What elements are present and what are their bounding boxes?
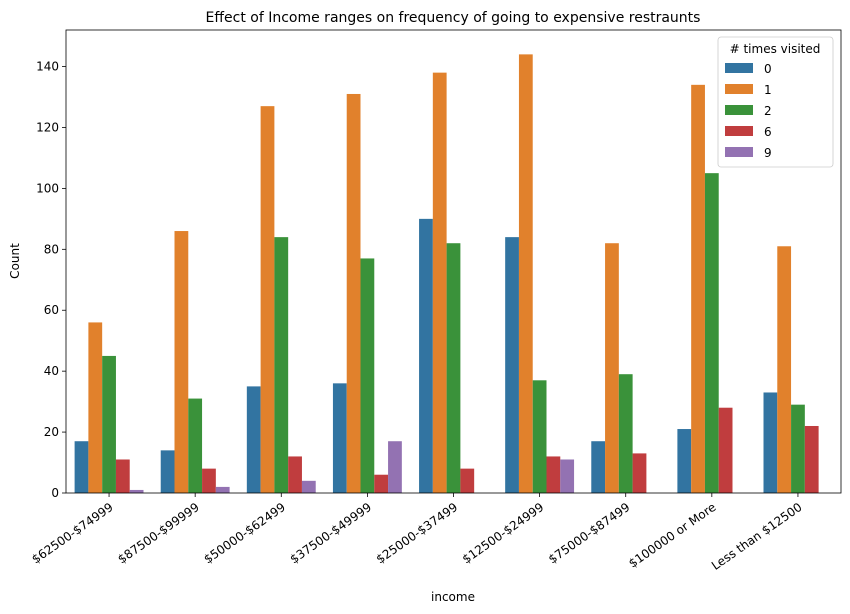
legend-label: 0 xyxy=(764,62,772,76)
y-tick-label: 120 xyxy=(36,120,59,134)
legend-swatch xyxy=(725,63,753,73)
bar-series-6-cat-7 xyxy=(718,407,733,493)
bar-series-0-cat-8 xyxy=(763,392,778,493)
x-tick-label: $100000 or More xyxy=(626,500,718,571)
bar-series-1-cat-3 xyxy=(346,93,361,493)
bar-series-1-cat-5 xyxy=(518,54,533,494)
y-tick-label: 140 xyxy=(36,60,59,74)
y-tick-label: 100 xyxy=(36,181,59,195)
legend-swatch xyxy=(725,105,753,115)
bar-series-0-cat-1 xyxy=(160,450,175,493)
bar-series-1-cat-4 xyxy=(432,72,447,493)
bar-series-1-cat-8 xyxy=(777,246,792,493)
legend-swatch xyxy=(725,126,753,136)
bar-series-0-cat-7 xyxy=(677,429,692,493)
legend-swatch xyxy=(725,84,753,94)
bars-layer xyxy=(74,54,819,494)
bar-series-6-cat-6 xyxy=(632,453,647,493)
x-axis: $62500-$74999 $87500-$99999 $50000-$62499 $… xyxy=(29,493,805,573)
bar-series-9-cat-2 xyxy=(301,480,316,493)
x-tick-label: Less than $12500 xyxy=(709,500,805,573)
bar-series-0-cat-5 xyxy=(505,237,519,493)
bar-series-1-cat-0 xyxy=(88,322,103,493)
bar-series-6-cat-4 xyxy=(460,468,475,493)
bar-series-6-cat-2 xyxy=(288,456,302,493)
bar-series-2-cat-3 xyxy=(360,258,375,493)
bar-series-2-cat-8 xyxy=(791,404,805,493)
y-tick-label: 40 xyxy=(44,364,59,378)
legend-swatch xyxy=(725,147,753,157)
x-tick-label: $75000-$87499 xyxy=(546,500,633,567)
legend-label: 2 xyxy=(764,104,772,118)
x-axis-title: income xyxy=(431,590,475,604)
y-tick-label: 60 xyxy=(44,303,59,317)
bar-series-2-cat-5 xyxy=(532,380,547,493)
bar-series-9-cat-0 xyxy=(129,489,144,493)
bar-series-0-cat-0 xyxy=(74,441,89,493)
bar-series-6-cat-1 xyxy=(202,468,216,493)
legend-title: # times visited xyxy=(730,42,821,56)
bar-series-0-cat-6 xyxy=(591,441,606,493)
bar-series-1-cat-1 xyxy=(174,231,189,494)
bar-series-6-cat-5 xyxy=(546,456,561,493)
x-tick-label: $25000-$37499 xyxy=(374,500,461,567)
chart-title: Effect of Income ranges on frequency of … xyxy=(206,10,701,26)
bar-series-9-cat-1 xyxy=(215,486,230,493)
y-tick-label: 80 xyxy=(44,242,59,256)
y-tick-label: 20 xyxy=(44,425,59,439)
bar-series-2-cat-4 xyxy=(446,243,461,493)
legend: # times visited 0 1 2 6 9 xyxy=(717,36,834,168)
bar-series-2-cat-1 xyxy=(188,398,203,493)
bar-series-0-cat-2 xyxy=(246,386,261,493)
bar-series-1-cat-6 xyxy=(605,243,619,493)
legend-label: 9 xyxy=(764,146,772,160)
bar-series-1-cat-7 xyxy=(691,84,705,493)
bar-series-2-cat-0 xyxy=(102,355,116,493)
x-tick-label: $62500-$74999 xyxy=(29,500,116,567)
bar-series-1-cat-2 xyxy=(260,106,275,494)
legend-label: 1 xyxy=(764,83,772,97)
bar-series-2-cat-7 xyxy=(704,173,719,493)
legend-label: 6 xyxy=(764,125,772,139)
y-tick-label: 0 xyxy=(51,486,59,500)
bar-series-6-cat-0 xyxy=(115,459,130,493)
bar-series-0-cat-3 xyxy=(332,383,347,493)
x-tick-label: $37500-$49999 xyxy=(287,500,374,567)
bar-series-6-cat-3 xyxy=(374,474,389,493)
bar-series-0-cat-4 xyxy=(419,218,433,494)
x-tick-label: $87500-$99999 xyxy=(115,500,202,567)
bar-series-6-cat-8 xyxy=(804,425,819,493)
x-tick-label: $12500-$24999 xyxy=(460,500,547,567)
bar-series-2-cat-6 xyxy=(618,374,633,493)
y-axis-title: Count xyxy=(8,243,22,279)
bar-series-2-cat-2 xyxy=(274,237,289,493)
bar-series-9-cat-3 xyxy=(388,441,402,493)
bar-series-9-cat-5 xyxy=(560,459,575,493)
x-tick-label: $50000-$62499 xyxy=(201,500,288,567)
y-axis: 0 20 40 60 80 100 120 140 xyxy=(36,60,66,500)
